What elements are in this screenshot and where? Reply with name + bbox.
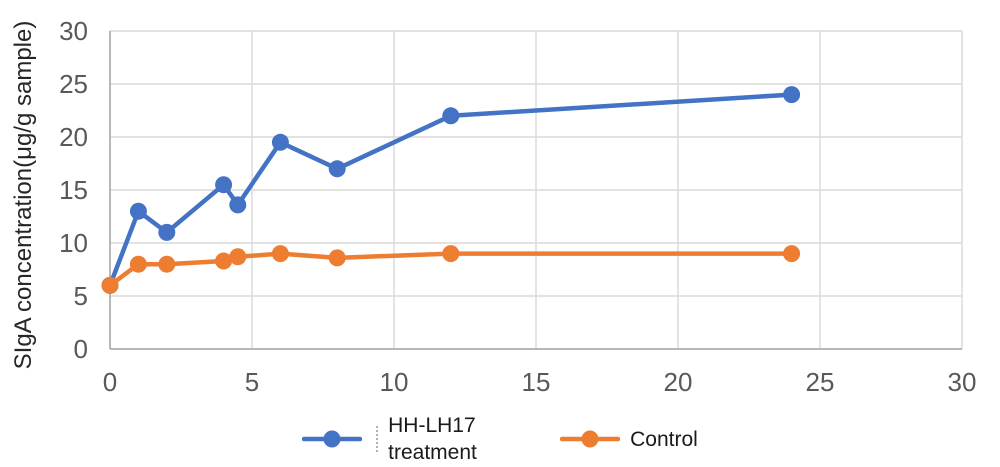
data-point-marker xyxy=(442,245,460,263)
y-tick-label: 5 xyxy=(74,281,88,311)
y-tick-label: 20 xyxy=(59,122,88,152)
x-tick-label: 15 xyxy=(522,367,551,397)
data-point-marker xyxy=(215,176,233,194)
legend-item-control: Control xyxy=(560,426,698,453)
y-tick-label: 25 xyxy=(59,69,88,99)
y-tick-label: 10 xyxy=(59,228,88,258)
x-tick-label: 10 xyxy=(380,367,409,397)
data-point-marker xyxy=(158,255,176,273)
x-tick-label: 0 xyxy=(103,367,117,397)
x-tick-label: 30 xyxy=(948,367,977,397)
data-point-marker xyxy=(442,107,460,125)
y-tick-label: 30 xyxy=(59,16,88,46)
x-tick-label: 5 xyxy=(245,367,259,397)
data-point-marker xyxy=(129,255,147,273)
data-point-marker xyxy=(271,245,289,263)
legend-marker xyxy=(581,430,599,448)
legend: HH-LH17 treatment Control xyxy=(0,412,1000,466)
dotted-separator xyxy=(376,426,379,452)
data-point-marker xyxy=(215,252,233,270)
plot-area: 0 5 10 15 20 25 30 0 5 10 15 20 25 30 xyxy=(59,16,977,397)
legend-label-control: Control xyxy=(630,427,698,451)
x-tick-label: 25 xyxy=(806,367,835,397)
data-point-marker xyxy=(229,196,247,214)
legend-line-marker-icon xyxy=(560,430,621,448)
data-point-marker xyxy=(129,202,147,220)
legend-item-hh-lh17: HH-LH17 treatment xyxy=(302,412,488,466)
data-point-marker xyxy=(783,86,801,104)
legend-marker xyxy=(323,430,341,448)
x-tick-label: 20 xyxy=(664,367,693,397)
y-tick-label: 0 xyxy=(74,334,88,364)
legend-line-marker-icon xyxy=(302,430,363,448)
data-point-marker xyxy=(101,276,119,294)
data-point-marker xyxy=(229,248,247,266)
data-point-marker xyxy=(158,223,176,241)
data-point-marker xyxy=(271,133,289,151)
data-point-marker xyxy=(783,245,801,263)
data-point-marker xyxy=(328,160,346,178)
legend-label-hh-lh17: HH-LH17 treatment xyxy=(388,414,477,464)
y-tick-label: 15 xyxy=(59,175,88,205)
data-point-marker xyxy=(328,249,346,267)
